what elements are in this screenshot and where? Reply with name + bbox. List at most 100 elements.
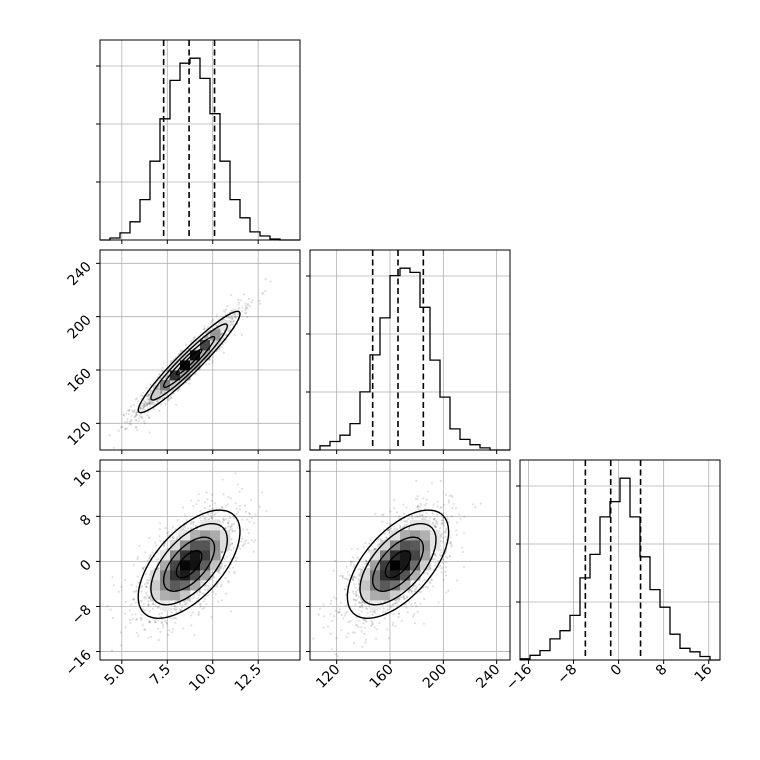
scatter-point (190, 614, 193, 617)
scatter-point (247, 542, 250, 545)
scatter-point (172, 617, 175, 620)
scatter-point (252, 550, 255, 553)
scatter-point (348, 574, 351, 577)
scatter-point (217, 600, 220, 603)
scatter-point (386, 522, 389, 525)
scatter-point (108, 434, 111, 437)
scatter-point (447, 589, 450, 592)
scatter-point (422, 622, 425, 625)
scatter-point (452, 502, 455, 506)
scatter-point (185, 518, 188, 521)
scatter-point (190, 499, 193, 502)
scatter-point (157, 567, 161, 570)
scatter-point (432, 503, 435, 506)
scatter-point (200, 580, 203, 583)
scatter-point (385, 536, 388, 539)
scatter-point (144, 400, 147, 403)
scatter-point (386, 608, 389, 612)
scatter-point (161, 374, 165, 377)
contour-line (175, 348, 203, 376)
scatter-point (188, 382, 191, 385)
scatter-point (181, 506, 185, 509)
scatter-point (168, 629, 171, 632)
scatter-point (342, 576, 345, 579)
scatter-point (215, 585, 219, 588)
scatter-point (445, 574, 448, 577)
scatter-point (232, 515, 235, 518)
scatter-point (189, 523, 192, 526)
scatter-point (227, 330, 230, 333)
scatter-point (462, 565, 466, 569)
panel-frame (99, 39, 301, 241)
scatter-point (148, 402, 152, 405)
scatter-point (132, 598, 135, 601)
scatter-point (343, 588, 346, 591)
density-bin (210, 530, 221, 541)
scatter-point (172, 536, 175, 540)
scatter-point (146, 579, 149, 582)
scatter-point (148, 401, 152, 404)
scatter-point (333, 615, 336, 618)
scatter-point (157, 557, 160, 561)
scatter-point (351, 578, 355, 581)
scatter-point (354, 599, 357, 602)
scatter-point (167, 633, 170, 637)
density-bin (380, 580, 391, 591)
scatter-point (407, 591, 410, 594)
scatter-point (361, 645, 364, 649)
scatter-point (347, 621, 350, 624)
scatter-point (462, 532, 466, 535)
scatter-point (224, 341, 227, 344)
density-bin (200, 340, 211, 351)
scatter-point (170, 397, 173, 400)
scatter-point (147, 603, 150, 606)
scatter-point (339, 601, 343, 604)
scatter-point (149, 621, 152, 624)
scatter-point (434, 562, 437, 565)
scatter-point (230, 527, 233, 531)
scatter-point (370, 619, 373, 622)
scatter-point (335, 597, 338, 600)
density-bin (400, 540, 411, 551)
density-bin (160, 560, 171, 571)
scatter-point (422, 516, 425, 519)
scatter-point (157, 567, 160, 570)
scatter-point (403, 519, 406, 522)
contour-line (162, 536, 216, 593)
scatter-point (125, 427, 128, 430)
scatter-point (432, 517, 435, 520)
scatter-point (369, 624, 373, 628)
scatter-point (244, 504, 247, 507)
scatter-point (419, 514, 422, 517)
density-bin (180, 570, 191, 581)
scatter-point (416, 498, 419, 501)
scatter-point (227, 315, 230, 318)
scatter-point (440, 523, 443, 526)
scatter-point (413, 590, 417, 593)
scatter-point (220, 550, 224, 554)
scatter-point (149, 400, 152, 403)
scatter-point (382, 607, 385, 610)
scatter-point (264, 289, 267, 292)
scatter-point (148, 556, 151, 559)
scatter-point (151, 599, 154, 603)
density-bin (380, 550, 391, 561)
scatter-point (184, 343, 188, 346)
scatter-point (128, 422, 131, 425)
scatter-point (235, 513, 238, 516)
scatter-point (147, 603, 150, 606)
contour-line (150, 323, 229, 401)
scatter-point (178, 602, 182, 606)
scatter-point (374, 547, 377, 550)
scatter-point (183, 513, 186, 517)
scatter-point (434, 564, 437, 567)
scatter-point (207, 594, 210, 597)
scatter-point (130, 414, 133, 418)
scatter-point (148, 536, 151, 540)
scatter-point (422, 497, 425, 500)
scatter-point (198, 590, 202, 594)
scatter-point (231, 309, 234, 312)
scatter-point (154, 541, 157, 544)
scatter-point (145, 586, 148, 589)
scatter-point (345, 565, 348, 568)
